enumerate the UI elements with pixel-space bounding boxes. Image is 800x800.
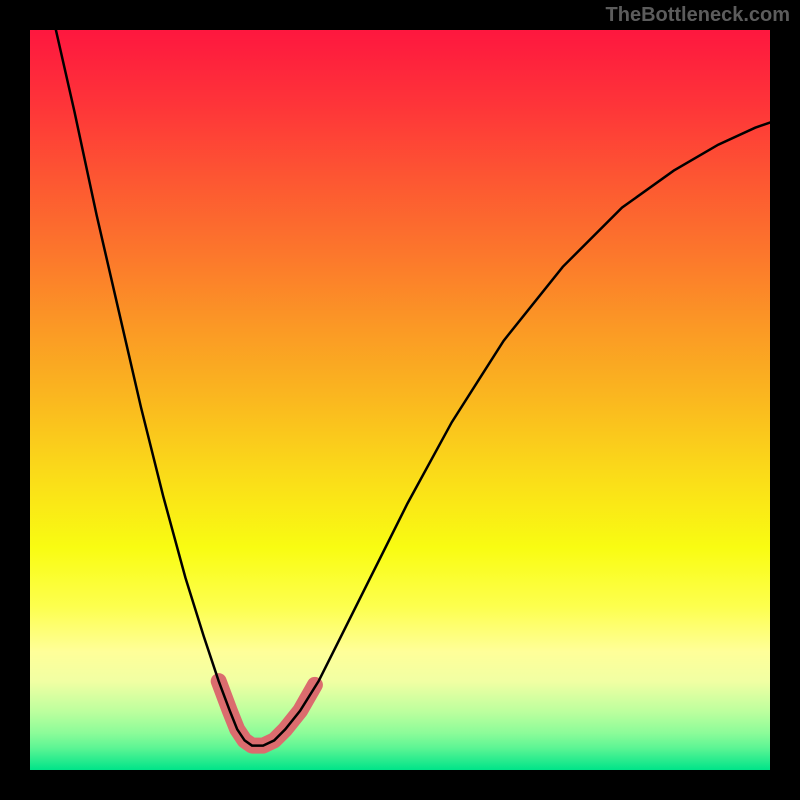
plot-area — [30, 30, 770, 770]
chart-frame: TheBottleneck.com — [0, 0, 800, 800]
gradient-background — [30, 30, 770, 770]
chart-svg — [30, 30, 770, 770]
watermark-text: TheBottleneck.com — [606, 4, 790, 27]
